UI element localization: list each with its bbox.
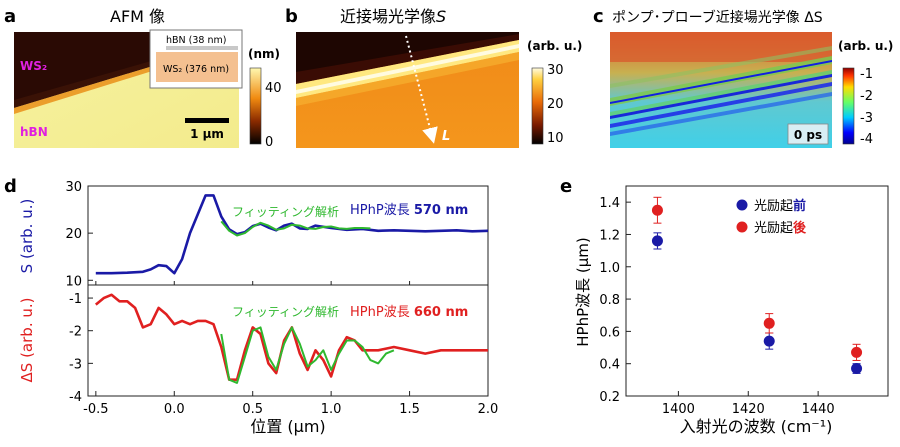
d-xtick-label: 0.5	[242, 402, 263, 417]
nf-cbar-unit: (arb. u.)	[527, 39, 582, 53]
d-bottom-ylabel: ΔS (arb. u.)	[18, 298, 36, 383]
pump-cbar-tick: -2	[860, 89, 873, 104]
e-ytick-label: 1.4	[599, 196, 620, 211]
panel-c-letter: c	[593, 6, 604, 27]
legend-marker-before	[736, 199, 748, 211]
d-bottom-ytick-label: -1	[69, 292, 82, 307]
pump-cbar-tick: -4	[860, 132, 873, 147]
pump-cbar-tick: -3	[860, 111, 873, 126]
e-ytick-label: 1.0	[599, 261, 620, 276]
line-profile-label: L	[442, 129, 450, 144]
panel-a-title: AFM 像	[110, 7, 165, 26]
ws2-label: WS₂	[20, 59, 47, 73]
panel-b-letter: b	[285, 6, 298, 27]
panel-a: a AFM 像 WS₂ hBN hBN (38 nm) WS₂ (376 nm)…	[4, 6, 282, 150]
d-bottom-wavelength: HPhP波長 660 nm	[350, 305, 468, 320]
panel-c: c ポンプ･プローブ近接場光学像 ΔS 0 ps (arb. u.) -1 -2…	[593, 6, 893, 148]
inset-hbn-label: hBN (38 nm)	[166, 35, 226, 46]
pump-colorbar	[842, 67, 855, 145]
d-xtick-label: 1.0	[321, 402, 342, 417]
e-point-after	[851, 346, 863, 358]
panel-b-title: 近接場光学像S	[340, 7, 446, 26]
e-ylabel: HPhP波長 (μm)	[574, 237, 592, 347]
panel-e-letter: e	[560, 176, 572, 197]
legend-label-before: 光励起前	[754, 198, 806, 214]
e-legend: 光励起前 光励起後	[736, 198, 807, 236]
d-bottom-fit-line	[220, 326, 395, 384]
d-top-fit-line	[220, 220, 371, 237]
e-point-after	[763, 317, 775, 329]
pump-cbar-unit: (arb. u.)	[838, 39, 893, 53]
afm-cbar-tick: 40	[265, 81, 282, 96]
d-bottom-yaxis: -1 -2 -3 -4	[69, 292, 93, 405]
d-xtick-label: 2.0	[478, 402, 499, 417]
afm-scalebar-label: 1 μm	[190, 127, 224, 141]
e-point-before	[763, 335, 775, 347]
d-bottom-ytick-label: -2	[69, 325, 82, 340]
e-ytick-label: 0.4	[599, 358, 620, 373]
e-xtick-label: 1400	[662, 402, 695, 417]
legend-label-after: 光励起後	[754, 220, 807, 236]
d-bottom-ytick-label: -3	[69, 357, 82, 372]
e-ytick-label: 0.2	[599, 390, 620, 405]
line-profile-arrow	[405, 35, 438, 144]
e-ytick-label: 1.2	[599, 228, 620, 243]
d-top-wavelength: HPhP波長 570 nm	[350, 203, 468, 218]
afm-colorbar	[249, 67, 262, 145]
nf-cbar-tick: 20	[547, 97, 564, 112]
d-xtick-label: 1.5	[399, 402, 420, 417]
d-xlabel: 位置 (μm)	[250, 417, 325, 436]
panel-d: d 30 20 10 -1 -2 -3 -4 -0.5 0.0 0.5 1.0 1.5 2.0 フィ…	[4, 176, 498, 436]
panel-e: e 1.4 1.2 1.0 0.8 0.6 0.4 0.2 1400 1420 1440 光励起…	[560, 176, 889, 436]
d-top-ytick-label: 30	[65, 180, 82, 195]
nf-cbar-tick: 30	[547, 63, 564, 78]
e-point-before	[851, 363, 863, 375]
afm-cbar-unit: (nm)	[248, 47, 280, 61]
inset-ws2-label: WS₂ (376 nm)	[163, 64, 229, 75]
d-top-plot	[95, 194, 489, 275]
d-top-yaxis: 30 20 10	[65, 180, 93, 289]
nf-colorbar	[531, 67, 544, 145]
pump-cbar-tick: -1	[860, 67, 873, 82]
time-delay-box	[787, 123, 829, 145]
e-point-after	[651, 204, 663, 216]
panel-d-letter: d	[4, 176, 17, 197]
panel-a-letter: a	[4, 6, 16, 27]
legend-marker-after	[736, 221, 748, 233]
e-xtick-label: 1440	[802, 402, 835, 417]
e-plot	[651, 196, 863, 375]
d-bottom-ytick-label: -4	[69, 390, 82, 405]
panel-d-frame	[87, 185, 489, 397]
d-xtick-label: -0.5	[83, 402, 108, 417]
d-bottom-measured-line	[94, 293, 488, 382]
nf-cbar-tick: 10	[547, 131, 564, 146]
d-top-ytick-label: 20	[65, 227, 82, 242]
d-bottom-fit-label: フィッティング解析	[232, 305, 339, 319]
e-ytick-label: 0.8	[599, 293, 620, 308]
e-xtick-label: 1420	[732, 402, 765, 417]
d-top-ytick-label: 10	[65, 274, 82, 289]
near-field-image	[296, 32, 519, 148]
e-xaxis: 1400 1420 1440	[662, 391, 835, 417]
afm-scalebar	[185, 118, 229, 123]
d-top-fit-label: フィッティング解析	[232, 205, 339, 219]
panel-b: b 近接場光学像S L (arb. u.) 30 20 10	[285, 6, 582, 148]
d-top-ylabel: S (arb. u.)	[18, 199, 36, 274]
d-xaxis: -0.5 0.0 0.5 1.0 1.5 2.0	[83, 281, 498, 417]
panel-e-frame	[625, 185, 889, 397]
e-xlabel: 入射光の波数 (cm⁻¹)	[680, 417, 833, 436]
afm-inset: hBN (38 nm) WS₂ (376 nm)	[149, 29, 243, 89]
hbn-label: hBN	[20, 125, 48, 139]
d-bottom-plot	[94, 293, 488, 384]
e-yaxis: 1.4 1.2 1.0 0.8 0.6 0.4 0.2	[599, 196, 631, 405]
d-xtick-label: 0.0	[164, 402, 185, 417]
afm-cbar-tick: 0	[265, 135, 273, 150]
e-point-before	[651, 235, 663, 247]
time-delay-label: 0 ps	[794, 128, 822, 142]
e-ytick-label: 0.6	[599, 325, 620, 340]
panel-c-title: ポンプ･プローブ近接場光学像 ΔS	[612, 9, 823, 26]
